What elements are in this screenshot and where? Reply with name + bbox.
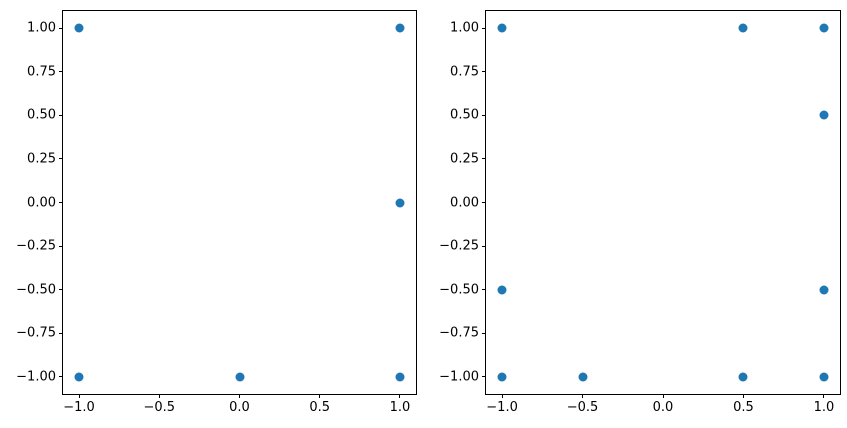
y-tick [482, 245, 486, 247]
x-tick [662, 394, 664, 398]
x-tick-label: −1.0 [486, 400, 518, 415]
y-tick [482, 114, 486, 116]
x-tick-label: −0.5 [566, 400, 599, 415]
scatter-point [497, 23, 507, 33]
y-tick [59, 245, 63, 247]
y-tick-label: 0.25 [27, 151, 56, 167]
scatter-point [497, 372, 507, 382]
x-tick-label: 0.5 [733, 400, 754, 415]
x-tick [399, 394, 401, 398]
x-tick-label: 1.0 [389, 400, 411, 415]
x-tick-label: 0.0 [652, 400, 674, 415]
y-tick-label: 0.00 [450, 195, 479, 210]
y-tick-label: 0.75 [27, 64, 56, 80]
scatter-point [819, 285, 829, 295]
y-tick [482, 158, 486, 160]
y-tick [482, 332, 486, 334]
y-tick [482, 27, 486, 29]
y-tick [59, 332, 63, 334]
x-tick [582, 394, 584, 398]
y-tick-label: −0.25 [439, 238, 479, 254]
scatter-point [235, 372, 244, 382]
y-tick-label: −0.75 [16, 325, 56, 341]
x-tick-label: −1.0 [63, 400, 95, 415]
scatter-point [74, 23, 84, 33]
subplot-right-axes: −1.0 −0.5 0.0 0.5 1.0 1.00 0.75 0.50 0.25 0.00 −0.… [439, 10, 841, 414]
y-tick-label: 0.00 [27, 195, 56, 210]
y-tick [59, 289, 63, 291]
y-tick [482, 202, 486, 203]
y-tick-label: −1.00 [439, 369, 479, 385]
y-tick [59, 71, 63, 73]
x-tick-label: −0.5 [143, 400, 176, 415]
scatter-point [819, 372, 829, 382]
scatter-point [497, 285, 507, 295]
scatter-point [74, 372, 84, 382]
y-tick [59, 158, 63, 160]
y-tick-label: −0.50 [439, 282, 479, 298]
y-tick [59, 114, 63, 116]
scatter-point [395, 198, 405, 207]
y-tick-label: −1.00 [16, 369, 56, 385]
x-tick [501, 394, 503, 398]
y-tick-label: 1.00 [450, 20, 479, 36]
scatter-point [819, 110, 829, 120]
x-tick [78, 394, 80, 398]
y-tick-label: 0.25 [450, 151, 479, 167]
y-tick [59, 202, 63, 203]
scatter-point [578, 372, 588, 382]
y-tick-label: 0.50 [450, 107, 479, 123]
y-tick [482, 71, 486, 73]
y-tick-label: 0.50 [27, 107, 56, 123]
y-tick [59, 376, 63, 378]
scatter-point [395, 23, 405, 33]
scatter-point [395, 372, 405, 382]
y-tick-label: 0.75 [450, 64, 479, 80]
y-tick [482, 376, 486, 378]
scatter-point [738, 372, 748, 382]
y-tick-label: −0.75 [439, 325, 479, 341]
x-tick [239, 394, 240, 398]
y-tick-label: −0.50 [16, 282, 56, 298]
y-tick [482, 289, 486, 291]
x-tick-label: 0.0 [229, 400, 250, 415]
subplot-left-axes: −1.0 −0.5 0.0 0.5 1.0 1.00 0.75 0.50 0.25 0.00 −0.… [16, 10, 417, 414]
x-tick [823, 394, 825, 398]
scatter-point [819, 23, 829, 33]
x-tick-label: 1.0 [813, 400, 835, 415]
x-tick-label: 0.5 [309, 400, 331, 415]
x-tick [319, 394, 321, 398]
x-tick [158, 394, 160, 398]
y-tick-label: −0.25 [16, 238, 56, 254]
scatter-point [738, 23, 748, 33]
y-tick [59, 27, 63, 29]
y-tick-label: 1.00 [27, 20, 56, 36]
x-tick [742, 394, 744, 398]
